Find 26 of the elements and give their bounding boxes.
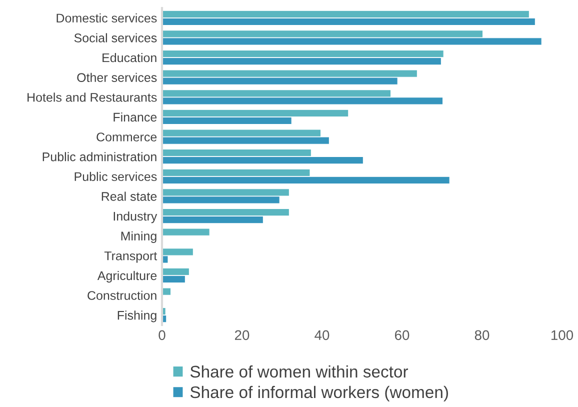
y-tick-label: Public administration: [42, 152, 156, 162]
x-tick-label: 60: [394, 330, 410, 340]
y-tick-label: Agriculture: [97, 270, 157, 283]
x-tick-label: 100: [551, 330, 574, 340]
y-tick-label: Real state: [102, 192, 157, 201]
y-tick-label: Education: [102, 53, 156, 62]
legend-label: Share of informal workers (women): [190, 386, 448, 402]
y-tick-label: Social services: [74, 33, 157, 42]
y-tick-label: Commerce: [96, 132, 157, 142]
x-tick-label: 0: [158, 330, 166, 340]
bar: [162, 228, 210, 236]
y-tick-label: Transport: [104, 252, 158, 263]
y-tick-label: Industry: [114, 212, 158, 224]
legend-label: Share of women within sector: [190, 365, 408, 378]
y-tick-label: Hotels and Restaurants: [28, 92, 157, 102]
y-tick-label: Mining: [121, 231, 156, 243]
y-tick-label: Finance: [114, 112, 157, 122]
y-tick-label: Fishing: [118, 310, 156, 322]
y-tick-label: Other services: [77, 72, 157, 82]
x-tick-label: 80: [474, 330, 490, 340]
y-tick-label: Construction: [88, 290, 156, 300]
y-tick-label: Domestic services: [56, 13, 157, 23]
x-tick-label: 20: [234, 330, 250, 340]
bar: [162, 288, 172, 296]
y-tick-label: Public services: [74, 172, 157, 182]
x-tick-label: 40: [314, 330, 330, 340]
